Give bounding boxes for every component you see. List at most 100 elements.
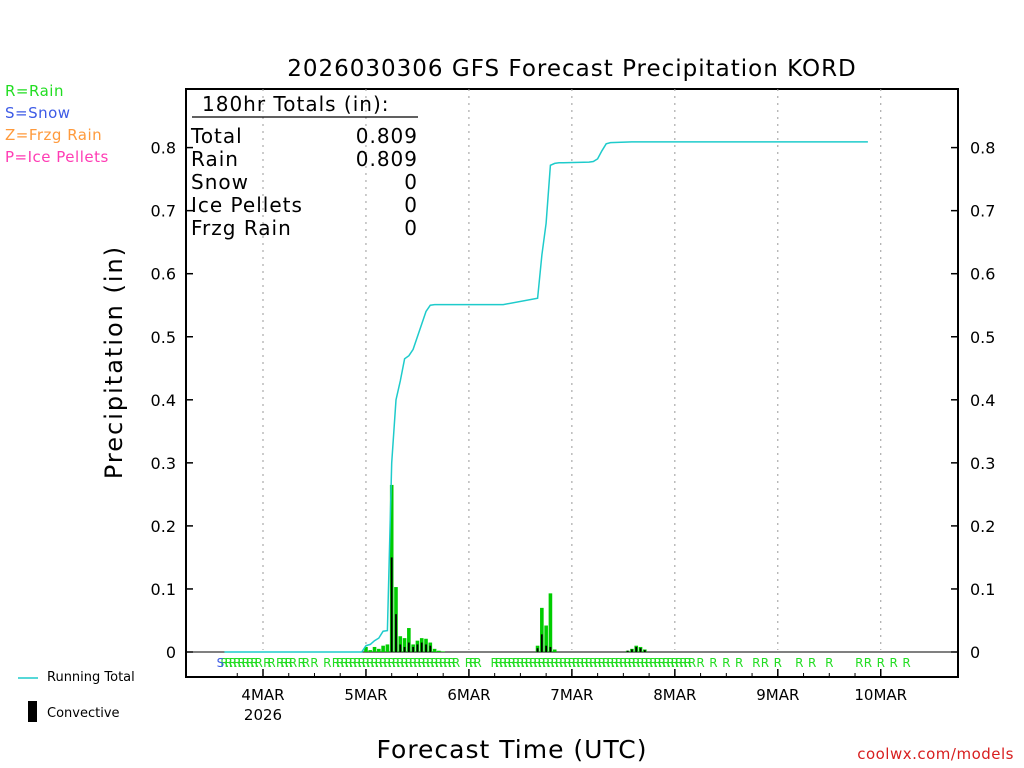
precip-bar: [552, 649, 557, 652]
rain-marker: R: [855, 656, 863, 670]
rain-marker: R: [388, 656, 396, 670]
y-tick-label-right: 0.6: [970, 265, 995, 284]
y-tick-label-left: 0.6: [151, 265, 176, 284]
rain-marker: R: [551, 656, 559, 670]
rain-marker: R: [641, 656, 649, 670]
rain-marker: R: [525, 656, 533, 670]
rain-marker: R: [538, 656, 546, 670]
rain-marker: R: [443, 656, 451, 670]
precip-bar: [385, 644, 390, 652]
rain-marker: R: [405, 656, 413, 670]
totals-row-label: Rain: [191, 147, 239, 171]
rain-marker: R: [409, 656, 417, 670]
rain-marker: R: [795, 656, 803, 670]
rain-marker: R: [521, 656, 529, 670]
rain-marker: R: [735, 656, 743, 670]
y-tick-label-left: 0: [166, 643, 176, 662]
y-axis-label: Precipitation (in): [100, 245, 128, 479]
convective-bar: [407, 642, 410, 652]
rain-marker: R: [606, 656, 614, 670]
rain-marker: R: [585, 656, 593, 670]
rain-marker: R: [722, 656, 730, 670]
rain-marker: R: [375, 656, 383, 670]
rain-marker: R: [555, 656, 563, 670]
rain-marker: R: [559, 656, 567, 670]
convective-bar: [416, 644, 419, 652]
rain-marker: R: [658, 656, 666, 670]
rain-marker: R: [336, 656, 344, 670]
rain-marker: R: [490, 656, 498, 670]
precip-bar: [372, 646, 377, 652]
totals-row-value: 0: [404, 193, 418, 217]
rain-marker: R: [589, 656, 597, 670]
y-tick-label-left: 0.1: [151, 580, 176, 599]
rain-marker: R: [662, 656, 670, 670]
y-tick-label-right: 0.5: [970, 328, 995, 347]
rain-marker: R: [572, 656, 580, 670]
chart-title: 2026030306 GFS Forecast Precipitation KO…: [287, 56, 857, 82]
precip-bar: [364, 646, 368, 652]
rain-marker: R: [469, 656, 477, 670]
convective-bar: [403, 646, 406, 652]
rain-marker: R: [688, 656, 696, 670]
rain-marker: R: [349, 656, 357, 670]
rain-marker: R: [353, 656, 361, 670]
rain-marker: R: [465, 656, 473, 670]
rain-marker: R: [285, 656, 293, 670]
rain-marker: R: [602, 656, 610, 670]
rain-marker: R: [679, 656, 687, 670]
x-tick-label: 5MAR: [344, 686, 387, 704]
totals-row-value: 0.809: [356, 124, 418, 148]
rain-marker: R: [332, 656, 340, 670]
site-credit[interactable]: coolwx.com/models: [857, 745, 1014, 763]
precip-bar: [432, 648, 437, 652]
rain-marker: R: [825, 656, 833, 670]
precip-bar: [437, 650, 441, 652]
rain-marker: R: [546, 656, 554, 670]
rain-marker: R: [512, 656, 520, 670]
rain-marker: R: [302, 656, 310, 670]
y-tick-label-right: 0.4: [970, 391, 995, 410]
rain-marker: R: [654, 656, 662, 670]
convective-swatch: [28, 701, 37, 722]
precip-bar: [441, 651, 445, 652]
rain-marker: R: [242, 656, 250, 670]
rain-marker: R: [696, 656, 704, 670]
rain-marker: R: [362, 656, 370, 670]
totals-row-label: Snow: [191, 170, 249, 194]
rain-marker: R: [233, 656, 241, 670]
totals-row-label: Total: [190, 124, 243, 148]
rain-marker: R: [563, 656, 571, 670]
precip-bar: [398, 636, 403, 652]
convective-bar: [545, 645, 548, 652]
running-total-line: [224, 141, 868, 653]
convective-legend-label: Convective: [47, 706, 120, 721]
convective-bar: [549, 646, 552, 652]
rain-marker: R: [598, 656, 606, 670]
convective-bar: [420, 642, 423, 652]
totals-row-label: Frzg Rain: [191, 216, 292, 240]
rain-marker: R: [340, 656, 348, 670]
y-tick-label-right: 0.7: [970, 202, 995, 221]
rain-marker: R: [255, 656, 263, 670]
rain-marker: R: [370, 656, 378, 670]
rain-marker: R: [516, 656, 524, 670]
rain-marker: R: [774, 656, 782, 670]
rain-marker: R: [289, 656, 297, 670]
y-tick-label-right: 0.1: [970, 580, 995, 599]
precip-type-key-item: P=Ice Pellets: [5, 148, 109, 166]
rain-marker: R: [237, 656, 245, 670]
x-axis-label: Forecast Time (UTC): [377, 735, 648, 764]
rain-marker: R: [448, 656, 456, 670]
precip-bar: [540, 607, 544, 652]
rain-marker: R: [379, 656, 387, 670]
rain-marker: R: [263, 656, 271, 670]
rain-marker: R: [808, 656, 816, 670]
rain-marker: R: [619, 656, 627, 670]
rain-marker: R: [280, 656, 288, 670]
x-tick-label: 9MAR: [756, 686, 799, 704]
rain-marker: R: [649, 656, 657, 670]
rain-marker: R: [576, 656, 584, 670]
rain-marker: R: [310, 656, 318, 670]
rain-marker: R: [323, 656, 331, 670]
